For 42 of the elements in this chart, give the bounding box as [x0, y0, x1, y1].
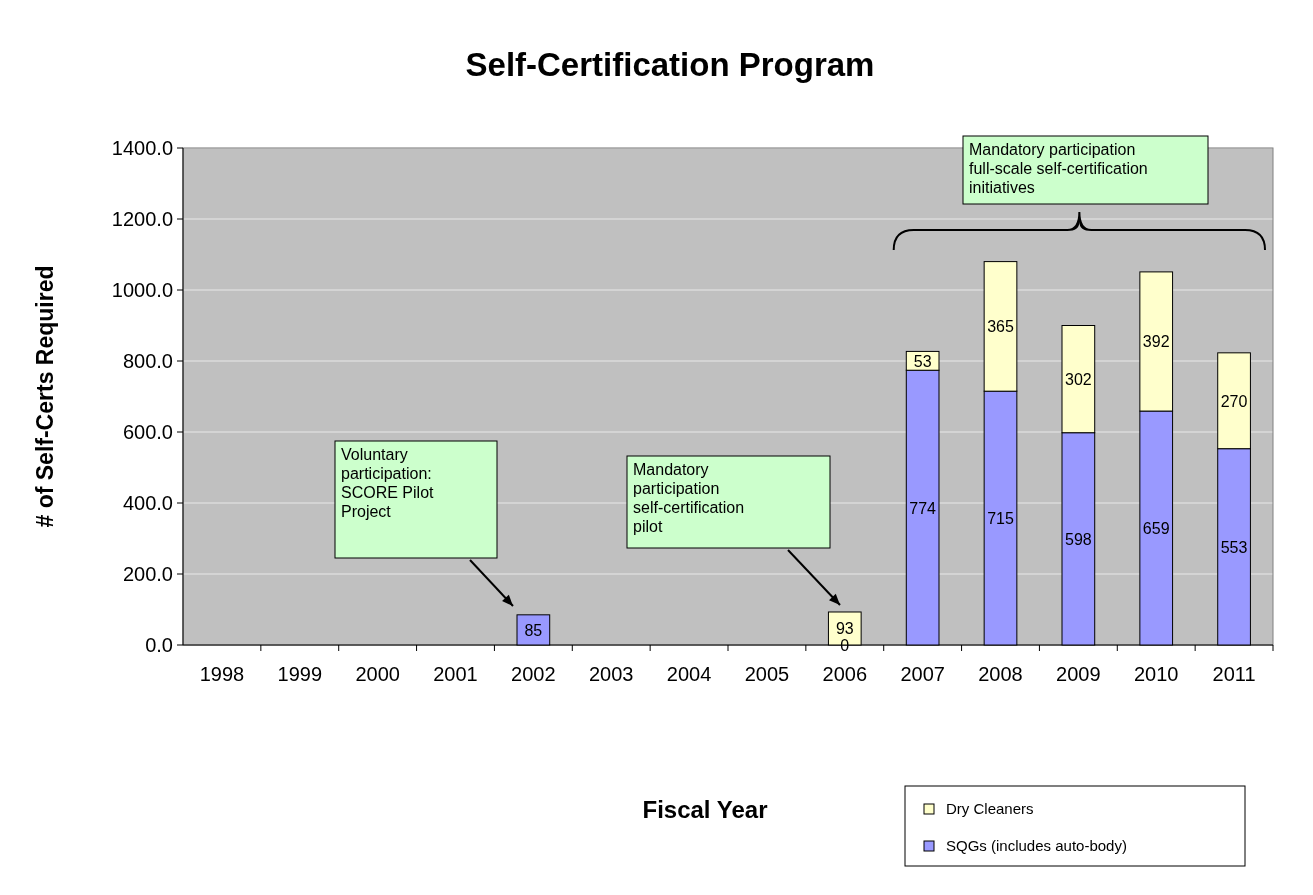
x-tick-label: 2008 [978, 663, 1023, 685]
data-label: 598 [1065, 530, 1092, 548]
data-label: 392 [1142, 333, 1170, 351]
y-tick-label: 1000.0 [111, 279, 173, 301]
y-tick-label: 1200.0 [111, 208, 173, 230]
y-tick-label: 0.0 [145, 634, 173, 656]
data-label: 715 [987, 510, 1014, 528]
y-tick-label: 800.0 [122, 350, 173, 372]
data-label: 365 [987, 318, 1014, 336]
annotation: Voluntary participation: SCORE Pilot Project [341, 446, 435, 520]
data-label: 659 [1142, 520, 1170, 538]
x-tick-label: 2003 [588, 663, 634, 685]
legend-label: Dry Cleaners [946, 800, 1034, 817]
y-tick-label: 400.0 [122, 492, 173, 514]
legend-label: SQGs (includes auto-body) [946, 837, 1127, 854]
data-label: 85 [524, 621, 543, 639]
x-tick-label: 2004 [666, 663, 712, 685]
y-tick-label: 600.0 [122, 421, 173, 443]
data-label: 774 [909, 499, 937, 517]
x-tick-label: 2006 [822, 663, 868, 685]
x-tick-label: 1998 [199, 663, 245, 685]
x-axis-title: Fiscal Year [642, 796, 768, 823]
data-label: 93 [835, 620, 854, 638]
data-label: 53 [913, 352, 932, 370]
x-tick-label: 2002 [511, 663, 556, 685]
data-label: 553 [1220, 538, 1248, 556]
x-tick-label: 2009 [1056, 663, 1101, 685]
x-tick-label: 2010 [1133, 663, 1179, 685]
y-tick-label: 1400.0 [111, 137, 173, 159]
data-label: 302 [1065, 371, 1092, 389]
x-tick-label: 2007 [900, 663, 945, 685]
data-label: 270 [1220, 392, 1248, 410]
annotation: Mandatory participation full-scale self-certification initiatives [969, 141, 1148, 196]
x-tick-label: 2000 [355, 663, 400, 685]
x-tick-label: 1999 [277, 663, 323, 685]
x-tick-label: 2005 [744, 663, 790, 685]
x-tick-label: 2011 [1212, 663, 1256, 685]
x-tick-label: 2001 [433, 663, 478, 685]
chart-title: Self-Certification Program [465, 46, 875, 83]
y-axis-title: # of Self-Certs Required [32, 265, 58, 528]
annotation: Mandatory participation self-certification pilot [633, 461, 745, 535]
y-tick-label: 200.0 [122, 563, 173, 585]
